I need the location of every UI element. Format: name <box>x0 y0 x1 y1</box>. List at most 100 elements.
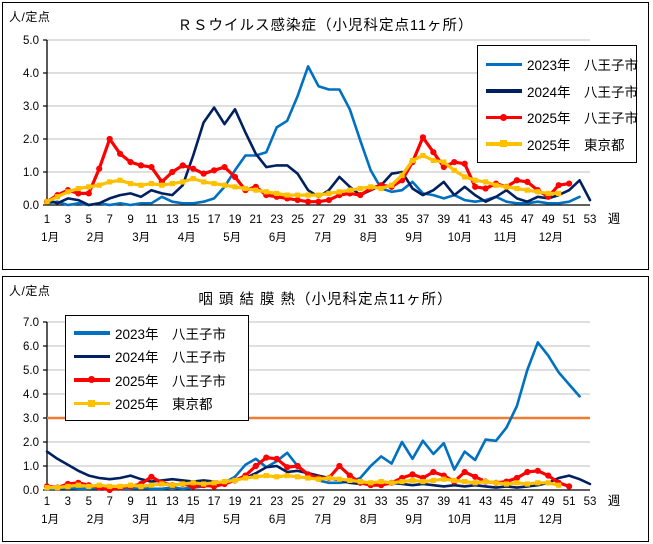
svg-text:17: 17 <box>208 496 221 508</box>
legend-label: 2025年 八王子市 <box>115 373 227 389</box>
svg-text:11月: 11月 <box>494 232 517 244</box>
svg-text:45: 45 <box>500 214 513 226</box>
svg-text:3月: 3月 <box>132 514 150 526</box>
svg-text:17: 17 <box>208 214 221 226</box>
chart-pharyngoconjunctival-fever: 人/定点 咽 頭 結 膜 熱（小児科定点11ヶ所） 0.0 1.0 2.0 3.0 4.… <box>2 276 649 542</box>
svg-text:1月: 1月 <box>41 514 59 526</box>
svg-text:3月: 3月 <box>132 232 150 244</box>
svg-text:49: 49 <box>542 496 555 508</box>
series-line <box>44 473 562 491</box>
svg-text:9: 9 <box>127 496 133 508</box>
axes: 0.0 1.0 2.0 3.0 4.0 5.0 6.0 7.0 <box>23 317 590 497</box>
x-axis-week-labels: 1 3 5 7 9 11 13 15 17 19 21 23 25 27 29 31 33 35 37 39 41 43 4… <box>44 212 621 226</box>
svg-text:6月: 6月 <box>269 514 287 526</box>
svg-text:39: 39 <box>437 496 450 508</box>
legend-label: 2025年 八王子市 <box>527 111 639 127</box>
x-axis-week-labels: 1 3 5 7 9 11 13 15 17 19 21 23 25 27 29 31 33 35 37 39 41 43 4… <box>44 494 621 508</box>
svg-text:25: 25 <box>291 214 304 226</box>
svg-text:1: 1 <box>44 496 50 508</box>
svg-text:0.0: 0.0 <box>23 485 39 497</box>
legend-item-2025-tokyo: 2025年 東京都 <box>74 392 238 416</box>
svg-text:35: 35 <box>396 214 409 226</box>
legend-line-swatch <box>74 349 110 363</box>
svg-text:1月: 1月 <box>41 232 59 244</box>
svg-text:23: 23 <box>270 214 283 226</box>
svg-text:13: 13 <box>166 214 179 226</box>
svg-text:4月: 4月 <box>178 232 196 244</box>
svg-text:29: 29 <box>333 496 346 508</box>
svg-text:53: 53 <box>584 496 597 508</box>
svg-text:週: 週 <box>608 494 621 508</box>
svg-text:2.0: 2.0 <box>23 134 39 146</box>
svg-text:5月: 5月 <box>223 514 241 526</box>
axes: 0.0 1.0 2.0 3.0 4.0 5.0 <box>23 35 590 212</box>
svg-text:11: 11 <box>145 214 157 226</box>
legend-item-2025-hachioji: 2025年 八王子市 <box>74 368 238 392</box>
svg-text:5.0: 5.0 <box>23 365 39 377</box>
svg-text:1: 1 <box>44 214 50 226</box>
legend-line-swatch <box>486 84 522 98</box>
plot-area: 0.01.02.03.04.05.06.07.01 3 5 7 9 11 13 15 17 19 2… <box>23 317 621 526</box>
svg-text:11: 11 <box>145 496 157 508</box>
svg-text:47: 47 <box>521 496 534 508</box>
svg-text:35: 35 <box>396 496 409 508</box>
svg-text:2月: 2月 <box>87 514 105 526</box>
svg-text:23: 23 <box>270 496 283 508</box>
svg-text:4月: 4月 <box>178 514 196 526</box>
svg-text:43: 43 <box>479 214 492 226</box>
svg-text:41: 41 <box>458 496 471 508</box>
svg-text:週: 週 <box>608 212 621 226</box>
svg-text:7.0: 7.0 <box>23 317 39 329</box>
svg-text:45: 45 <box>500 496 513 508</box>
y-axis-unit-label: 人/定点 <box>9 10 51 24</box>
svg-text:21: 21 <box>249 496 262 508</box>
svg-text:3.0: 3.0 <box>23 413 39 425</box>
svg-text:29: 29 <box>333 214 346 226</box>
svg-text:5: 5 <box>86 214 92 226</box>
svg-text:51: 51 <box>563 214 576 226</box>
legend-label: 2023年 八王子市 <box>527 58 639 74</box>
svg-text:4.0: 4.0 <box>23 389 39 401</box>
svg-text:9: 9 <box>127 214 133 226</box>
svg-text:5: 5 <box>86 496 92 508</box>
svg-text:12月: 12月 <box>539 232 563 244</box>
legend-item-2025-tokyo: 2025年 東京都 <box>486 131 626 156</box>
svg-text:3.0: 3.0 <box>23 101 39 113</box>
svg-text:7月: 7月 <box>314 514 332 526</box>
svg-text:51: 51 <box>563 496 576 508</box>
legend-label: 2024年 八王子市 <box>527 84 639 100</box>
svg-text:31: 31 <box>354 496 367 508</box>
svg-text:3: 3 <box>65 496 71 508</box>
legend-label: 2025年 東京都 <box>115 397 213 413</box>
legend-label: 2025年 東京都 <box>527 137 625 153</box>
svg-text:6月: 6月 <box>269 232 287 244</box>
svg-text:33: 33 <box>375 214 388 226</box>
svg-text:33: 33 <box>375 496 388 508</box>
legend: 2023年 八王子市 2024年 八王子市 2025年 八王子市 2025年 東… <box>477 45 639 163</box>
legend-item-2024-hachioji: 2024年 八王子市 <box>486 78 638 103</box>
svg-text:27: 27 <box>312 496 325 508</box>
svg-text:8月: 8月 <box>360 514 378 526</box>
svg-text:11月: 11月 <box>494 514 517 526</box>
legend-label: 2024年 八王子市 <box>115 350 227 366</box>
series-line <box>44 152 562 205</box>
svg-text:0.0: 0.0 <box>23 200 39 212</box>
legend-line-swatch <box>74 326 110 340</box>
svg-text:13: 13 <box>166 496 179 508</box>
svg-text:1.0: 1.0 <box>23 461 39 473</box>
svg-text:19: 19 <box>229 496 242 508</box>
svg-text:8月: 8月 <box>360 232 378 244</box>
svg-text:27: 27 <box>312 214 325 226</box>
svg-text:37: 37 <box>417 214 430 226</box>
svg-text:9月: 9月 <box>405 514 423 526</box>
x-axis-month-labels: 1月 2月 3月 4月 5月 6月 7月 8月 9月 10月 11月 12月 <box>41 514 563 526</box>
svg-text:2月: 2月 <box>87 232 105 244</box>
svg-text:4.0: 4.0 <box>23 68 39 80</box>
legend-item-2023-hachioji: 2023年 八王子市 <box>74 321 238 345</box>
svg-text:10月: 10月 <box>448 514 472 526</box>
svg-text:53: 53 <box>584 214 597 226</box>
svg-text:1.0: 1.0 <box>23 167 39 179</box>
svg-text:5.0: 5.0 <box>23 35 39 47</box>
svg-text:49: 49 <box>542 214 555 226</box>
